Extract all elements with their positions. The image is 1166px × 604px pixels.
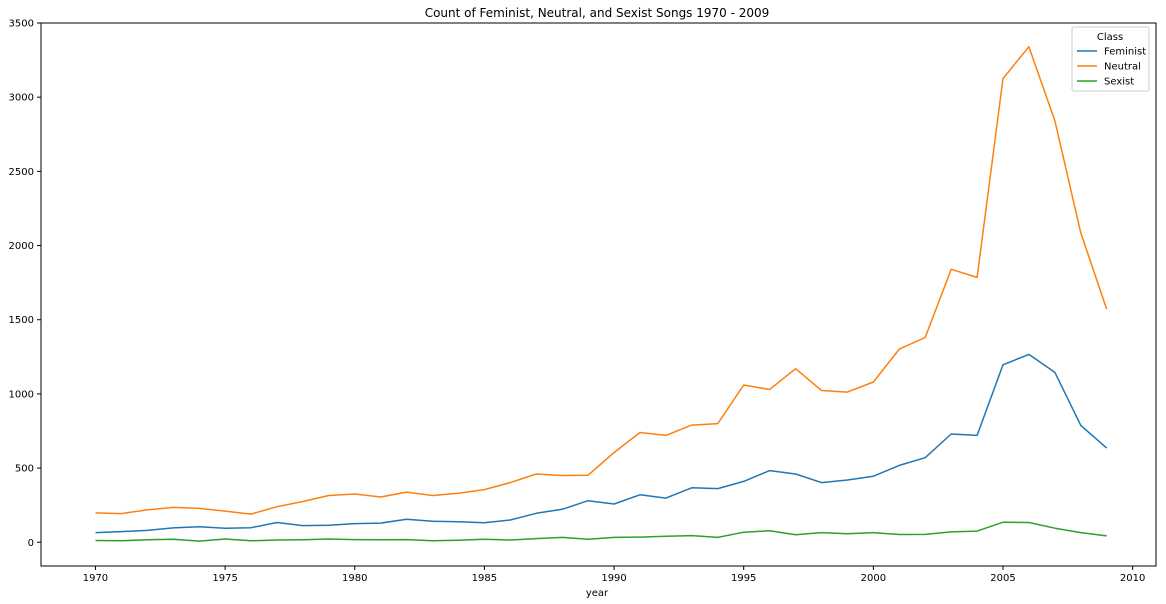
chart-title: Count of Feminist, Neutral, and Sexist S… bbox=[425, 6, 770, 20]
x-tick-label: 1975 bbox=[212, 573, 237, 584]
y-tick-label: 0 bbox=[28, 538, 34, 549]
series-line-feminist bbox=[95, 353, 1108, 534]
series-line-neutral bbox=[95, 45, 1108, 515]
plot-frame bbox=[40, 22, 1157, 567]
series-line-sexist bbox=[95, 521, 1107, 542]
y-tick-label: 500 bbox=[15, 464, 34, 475]
y-axis: 0 500 1000 1500 2000 2500 3000 3500 bbox=[9, 19, 41, 549]
x-axis-label: year bbox=[586, 588, 609, 599]
x-tick-label: 1970 bbox=[83, 573, 108, 584]
y-tick-label: 3500 bbox=[9, 19, 34, 30]
x-tick-label: 2000 bbox=[861, 573, 886, 584]
plot-area bbox=[40, 22, 1157, 567]
legend-label-sexist: Sexist bbox=[1104, 77, 1134, 88]
x-tick-label: 1980 bbox=[342, 573, 367, 584]
legend-label-feminist: Feminist bbox=[1104, 47, 1146, 58]
x-tick-label: 2005 bbox=[990, 573, 1015, 584]
y-tick-label: 3000 bbox=[9, 93, 34, 104]
legend-label-neutral: Neutral bbox=[1104, 62, 1141, 73]
x-tick-label: 2010 bbox=[1120, 573, 1145, 584]
series-layer bbox=[95, 45, 1108, 542]
x-tick-label: 1990 bbox=[601, 573, 626, 584]
legend-title: Class bbox=[1097, 32, 1123, 43]
y-tick-label: 2500 bbox=[9, 167, 34, 178]
y-tick-label: 1500 bbox=[9, 315, 34, 326]
y-tick-label: 1000 bbox=[9, 389, 34, 400]
y-tick-label: 2000 bbox=[9, 241, 34, 252]
legend-box bbox=[1071, 26, 1150, 92]
legend: Class Feminist Neutral Sexist bbox=[1071, 26, 1150, 92]
x-axis: 1970 1975 1980 1985 1990 1995 2000 2005 2010 bbox=[83, 566, 1145, 584]
x-tick-label: 1985 bbox=[472, 573, 497, 584]
x-tick-label: 1995 bbox=[731, 573, 756, 584]
